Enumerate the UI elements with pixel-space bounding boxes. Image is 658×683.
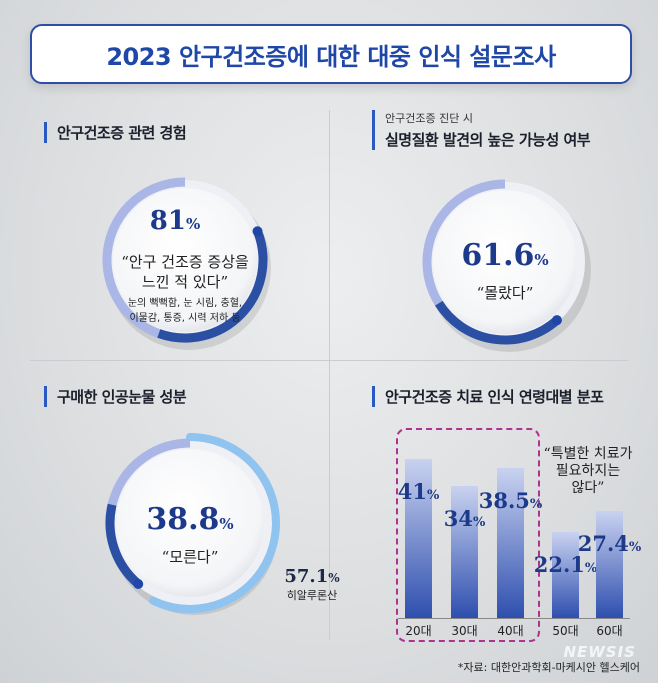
- highlight-box-20-40: [396, 428, 540, 642]
- panel4-note-line3: 않다: [571, 480, 598, 496]
- bar-axis-line: [398, 618, 630, 619]
- panel3-donut-value-arc-dark: [105, 503, 142, 588]
- bar-20대: [405, 458, 432, 618]
- panel3-outer-value: 57.1: [284, 566, 329, 587]
- panel1-detail-line2: 이물감, 통증, 시력 저하 등: [129, 313, 241, 324]
- source-note: *자료: 대한안과학회-마케시안 헬스케어: [457, 661, 640, 674]
- panel1-header: 안구건조증 관련 경험: [44, 122, 187, 143]
- panel4-heading: 안구건조증 치료 인식 연령대별 분포: [385, 388, 604, 406]
- panel2-subheading: 안구건조증 진단 시: [385, 112, 473, 125]
- panel3-outer-annotation: 57.1% 히알루론산: [272, 566, 352, 603]
- bar-value-label-60대: 27.4%: [577, 531, 642, 557]
- panel3-percent: 38.8%: [135, 502, 245, 537]
- panel3-heading: 구매한 인공눈물 성분: [57, 388, 187, 406]
- panel3-donut-outer-arc: [148, 433, 280, 613]
- panel3-header: 구매한 인공눈물 성분: [44, 386, 187, 407]
- bar-value-label-20대: 41%: [397, 478, 440, 504]
- panel1-detail-line1: 눈의 뻑뻑함, 눈 시림, 충혈,: [127, 298, 243, 309]
- panel2-percent: 61.6%: [450, 238, 560, 273]
- panel3-donut-disc: [116, 449, 264, 597]
- bar-value-label-40대: 38.5%: [478, 488, 543, 514]
- panel4-note: “특별한 치료가 필요하지는 않다”: [538, 446, 638, 497]
- bar-category-20대: 20대: [405, 624, 432, 638]
- panel1-quote: “안구 건조증 증상을 느낀 적 있다”: [121, 253, 249, 291]
- panel1-heading: 안구건조증 관련 경험: [57, 124, 187, 142]
- panel2-value: 61.6: [461, 238, 535, 273]
- panel2-donut-start-dot: [551, 315, 562, 326]
- panel1-detail: 눈의 뻑뻑함, 눈 시림, 충혈, 이물감, 통증, 시력 저하 등: [105, 296, 265, 326]
- panel3-quote: “모른다”: [161, 548, 219, 566]
- panel1-value: 81: [149, 206, 186, 236]
- panel4-note-line2: 필요하지는: [555, 463, 621, 479]
- panel2-header: 안구건조증 진단 시 실명질환 발견의 높은 가능성 여부: [372, 110, 591, 150]
- panel4-note-line1: 특별한 치료가: [550, 446, 633, 462]
- panel3-quote-text: 모른다: [169, 548, 211, 566]
- bar-50대: [552, 532, 579, 618]
- vertical-divider: [329, 110, 330, 640]
- panel1-quote-line2: 느낀 적 있다: [141, 273, 221, 291]
- panel2-donut-disc: [433, 190, 577, 334]
- bar-category-60대: 60대: [596, 624, 623, 638]
- page-title: 2023 안구건조증에 대한 대중 인식 설문조사: [106, 42, 556, 71]
- bar-category-30대: 30대: [451, 624, 478, 638]
- panel1-unit: %: [185, 215, 201, 233]
- title-banner: 2023 안구건조증에 대한 대중 인식 설문조사: [30, 24, 632, 84]
- bar-60대: [596, 511, 623, 618]
- panel1-donut-start-dot: [252, 226, 263, 237]
- bar-value-label-50대: 22.1%: [533, 552, 598, 578]
- panel2-unit: %: [534, 251, 549, 269]
- panel3-unit: %: [219, 515, 234, 533]
- bar-30대: [451, 485, 478, 618]
- bar-category-50대: 50대: [552, 624, 579, 638]
- panel2-quote: “몰랐다”: [476, 284, 534, 302]
- panel4-header: 안구건조증 치료 인식 연령대별 분포: [372, 386, 604, 407]
- panel3-outer-unit: %: [328, 571, 340, 585]
- bar-value-label-30대: 34%: [443, 505, 486, 531]
- bar-category-40대: 40대: [497, 624, 524, 638]
- panel1-quote-line1: 안구 건조증 증상을: [128, 253, 249, 271]
- panel3-donut-start-dot: [133, 578, 144, 589]
- panel2-quote-text: 몰랐다: [484, 284, 526, 302]
- bar-40대: [497, 468, 524, 618]
- panel1-donut-disc: [113, 188, 257, 332]
- panel3-outer-label: 히알루론산: [286, 589, 338, 602]
- panel3-value: 38.8: [146, 502, 220, 537]
- panel1-donut-value-arc-dark: [157, 229, 268, 343]
- newsis-watermark: NEWSIS: [563, 643, 636, 661]
- horizontal-divider: [30, 360, 628, 361]
- panel2-donut-value-arc-dark: [435, 300, 560, 345]
- panel2-heading: 실명질환 발견의 높은 가능성 여부: [385, 131, 591, 149]
- panel1-percent: 81%: [130, 206, 220, 236]
